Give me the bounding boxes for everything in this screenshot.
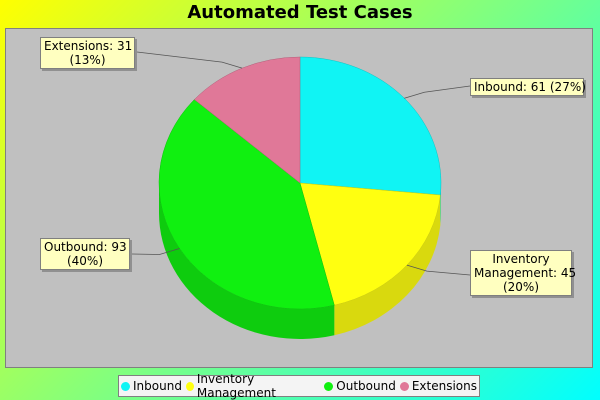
label-inventory-line2: Management: 45 <box>474 266 577 280</box>
label-outbound: Outbound: 93 (40%) <box>40 238 130 270</box>
legend-swatch-inbound <box>121 381 130 391</box>
label-inbound-line1: Inbound: 61 (27%) <box>474 80 586 94</box>
legend-item-outbound: Outbound <box>324 379 396 393</box>
legend-swatch-outbound <box>324 381 334 391</box>
legend-label-outbound: Outbound <box>336 379 396 393</box>
leader-line-outbound <box>131 248 180 255</box>
legend-item-inventory-management: Inventory Management <box>185 372 320 400</box>
label-extensions-line2: (13%) <box>69 53 106 67</box>
label-extensions-line1: Extensions: 31 <box>44 39 133 53</box>
legend-swatch-extensions <box>399 381 409 391</box>
label-inventory-management: Inventory Management: 45 (20%) <box>470 250 577 296</box>
pie-slice-extensions <box>193 56 301 184</box>
legend-item-extensions: Extensions <box>399 379 477 393</box>
pie-slice-outbound <box>158 99 335 310</box>
legend-label-inbound: Inbound <box>133 379 182 393</box>
legend-label-inventory-management: Inventory Management <box>196 372 276 400</box>
leader-line-inbound <box>404 85 471 99</box>
label-inventory-line1: Inventory <box>492 252 550 266</box>
pie-side-outbound <box>159 183 335 339</box>
label-outbound-line1: Outbound: 93 <box>44 240 127 254</box>
pie-slice-inbound <box>299 56 442 196</box>
label-extensions: Extensions: 31 (13%) <box>40 37 135 69</box>
legend-item-inbound: Inbound <box>121 379 182 393</box>
leader-line-extensions <box>136 51 243 69</box>
chart-title: Automated Test Cases <box>187 2 413 23</box>
legend-swatch-inventory-management <box>185 381 194 391</box>
label-outbound-line2: (40%) <box>66 254 104 268</box>
pie-side-inventory-management <box>334 195 441 336</box>
leader-line-inventory-management <box>406 264 471 276</box>
label-inventory-line3: (20%) <box>502 280 540 294</box>
legend-label-extensions: Extensions <box>411 379 477 393</box>
legend: Inbound Inventory Management Outbound Ex… <box>118 372 480 400</box>
label-inbound: Inbound: 61 (27%) <box>470 78 586 96</box>
